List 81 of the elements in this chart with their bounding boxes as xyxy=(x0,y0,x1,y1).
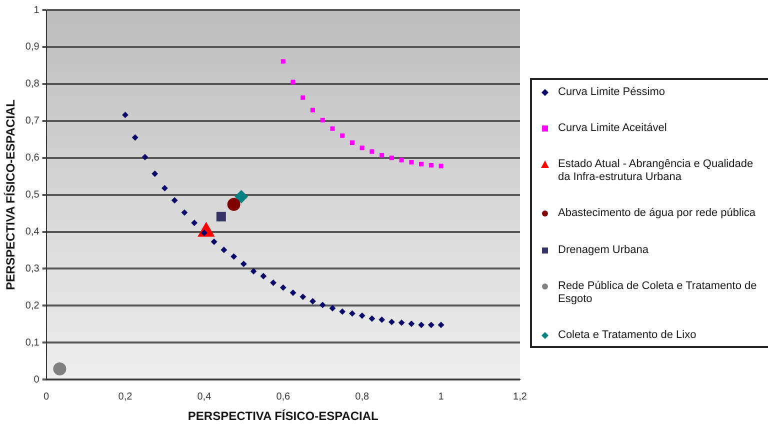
legend-label: Curva Limite Aceitável xyxy=(558,122,667,136)
y-tick-label: 0,8 xyxy=(25,78,40,90)
point xyxy=(320,118,325,122)
point xyxy=(340,133,345,138)
point xyxy=(216,212,226,222)
y-tick-label: 0 xyxy=(34,374,40,386)
point xyxy=(122,112,128,118)
y-tick-label: 0,4 xyxy=(25,226,40,238)
point xyxy=(300,294,306,300)
point xyxy=(227,198,240,211)
point xyxy=(398,320,405,326)
x-tick-label: 1,2 xyxy=(513,391,528,402)
point xyxy=(360,146,364,150)
point xyxy=(310,298,316,304)
point xyxy=(250,268,257,274)
point xyxy=(152,170,158,177)
y-tick-label: 0,2 xyxy=(25,300,40,312)
point xyxy=(53,362,66,376)
point xyxy=(132,134,138,141)
point xyxy=(211,238,218,245)
x-axis-title: PERSPECTIVA FÍSICO-ESPACIAL xyxy=(188,409,378,424)
point xyxy=(349,310,356,316)
y-tick-label: 1 xyxy=(34,4,40,16)
point xyxy=(280,284,286,291)
point xyxy=(399,158,404,162)
y-axis-title: PERSPECTIVA FÍSICO-ESPACIAL xyxy=(4,100,18,290)
point xyxy=(260,273,266,280)
y-tick-label: 0,7 xyxy=(25,116,40,127)
point xyxy=(388,318,395,325)
x-tick-label: 0,4 xyxy=(197,391,212,402)
legend-label: Drenagem Urbana xyxy=(558,244,648,257)
point xyxy=(320,302,326,308)
point xyxy=(359,312,366,319)
legend-label: Coleta e Tratamento de Lixo xyxy=(558,328,696,342)
x-tick-label: 0,6 xyxy=(276,391,291,402)
point xyxy=(300,95,306,100)
point xyxy=(419,162,424,166)
point xyxy=(280,59,286,64)
x-tick-label: 0,8 xyxy=(355,391,370,402)
y-tick-label: 0,5 xyxy=(25,190,40,201)
x-tick-label: 1 xyxy=(438,391,444,402)
point xyxy=(290,80,296,84)
point xyxy=(408,320,414,327)
point xyxy=(339,308,346,315)
legend-label: Estado Atual - Abrangência e Qualidade da Infra-estrutura Urbana xyxy=(558,158,754,184)
point xyxy=(378,316,385,323)
legend-label: Abastecimento de água por rede pública xyxy=(558,207,756,220)
point xyxy=(330,126,335,131)
point xyxy=(380,152,384,158)
point xyxy=(438,322,444,328)
point xyxy=(172,197,178,204)
point xyxy=(142,154,148,160)
legend-label: Curva Limite Péssimo xyxy=(558,86,665,99)
point xyxy=(181,210,188,216)
point xyxy=(240,260,247,267)
point xyxy=(438,164,444,168)
y-tick-label: 0,1 xyxy=(25,337,40,348)
point xyxy=(234,190,248,204)
point xyxy=(230,254,237,260)
point xyxy=(201,230,208,236)
point xyxy=(409,160,414,165)
point xyxy=(428,322,434,328)
legend-label: Rede Pública de Coleta e Tratamento de Esgoto xyxy=(558,280,758,306)
point xyxy=(191,220,198,226)
y-tick-label: 0,9 xyxy=(25,42,40,53)
point xyxy=(310,108,316,112)
point xyxy=(418,322,424,328)
point xyxy=(389,156,394,160)
point xyxy=(220,246,227,253)
point xyxy=(370,149,374,154)
y-tick-label: 0,6 xyxy=(25,152,40,164)
x-tick-label: 0,2 xyxy=(118,391,133,402)
x-tick-label: 0 xyxy=(44,391,50,402)
y-tick-label: 0,3 xyxy=(25,263,40,274)
point xyxy=(290,290,296,296)
point xyxy=(428,162,434,168)
point xyxy=(270,280,276,286)
point xyxy=(368,316,375,322)
point xyxy=(350,140,354,145)
point xyxy=(329,305,336,312)
point xyxy=(162,185,168,192)
